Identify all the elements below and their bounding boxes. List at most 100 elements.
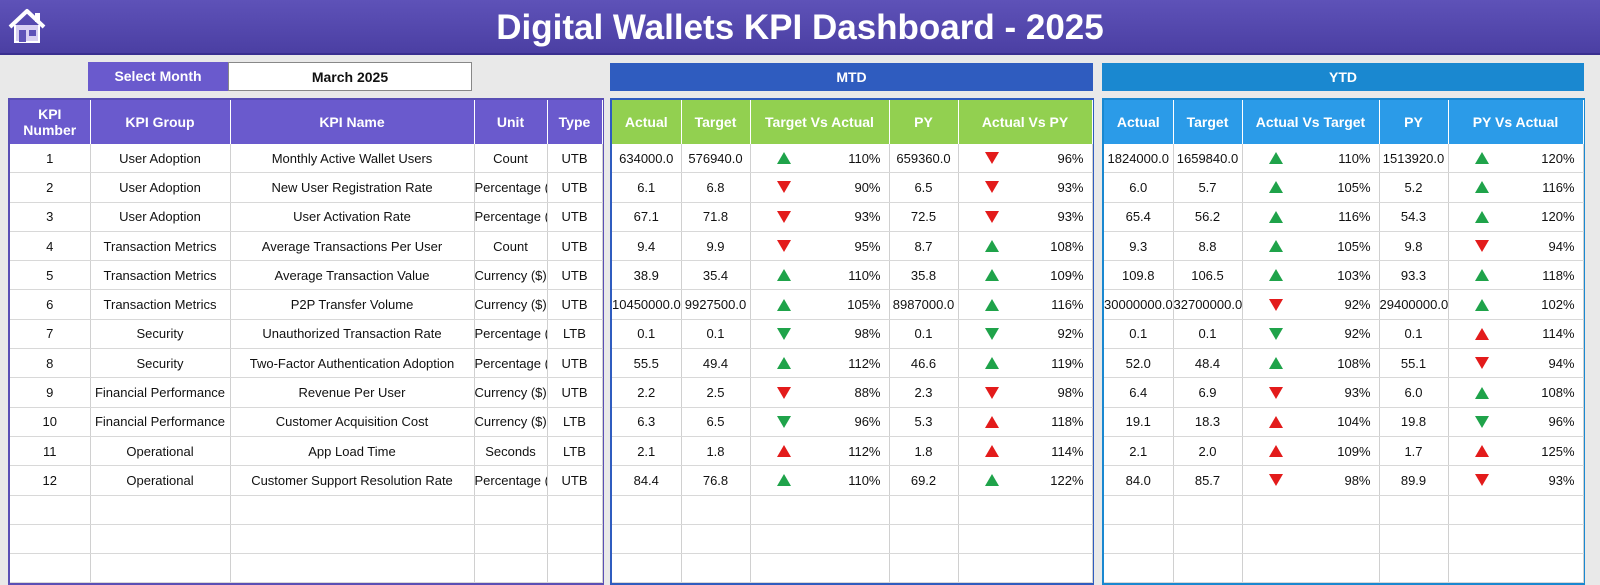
cell: 46.6 — [889, 348, 959, 379]
empty-cell — [750, 495, 890, 525]
trend-arrow — [1474, 269, 1489, 282]
cell: 6 — [10, 289, 91, 320]
ratio-value: 93% — [1057, 179, 1084, 195]
arrow-shape — [984, 269, 999, 282]
home-icon[interactable] — [6, 6, 48, 46]
cell: 8.7 — [889, 231, 959, 262]
indicator: 114% — [959, 444, 1092, 459]
trend-arrow — [776, 269, 791, 282]
month-dropdown[interactable]: March 2025 — [228, 62, 472, 91]
cell: 85.7 — [1173, 465, 1243, 496]
indicator: 93% — [959, 209, 1092, 224]
arrow-shape — [1268, 181, 1283, 194]
indicator: 105% — [751, 297, 889, 312]
empty-cell — [230, 524, 475, 555]
empty-cell — [612, 495, 682, 525]
cell: 9.4 — [612, 231, 682, 262]
indicator-cell: 95% — [750, 231, 890, 262]
cell: LTB — [547, 407, 603, 437]
data-row: 3 User Adoption User Activation Rate Percen… — [10, 202, 603, 232]
indicator: 104% — [1243, 414, 1379, 429]
trend-arrow — [984, 386, 999, 399]
empty-cell — [1104, 524, 1174, 555]
column-header: Target — [1173, 100, 1243, 144]
data-row: 0.1 0.1 92% 0.1 114% — [1104, 319, 1584, 350]
indicator: 118% — [959, 414, 1092, 429]
arrow-shape — [776, 269, 791, 282]
cell: UTB — [547, 260, 603, 291]
trend-arrow — [984, 327, 999, 340]
cell: 6.1 — [612, 172, 682, 203]
indicator-cell: 110% — [1242, 144, 1380, 174]
arrow-shape — [776, 240, 791, 253]
cell: Two-Factor Authentication Adoption — [230, 348, 475, 379]
cell: 72.5 — [889, 202, 959, 232]
ratio-value: 112% — [848, 355, 881, 371]
cell: 6.9 — [1173, 377, 1243, 408]
indicator: 93% — [1243, 385, 1379, 400]
indicator: 110% — [751, 151, 889, 166]
empty-cell — [1104, 553, 1174, 584]
column-header: Unit — [474, 100, 548, 144]
ytd-banner: YTD — [1102, 63, 1584, 91]
cell: Financial Performance — [90, 377, 231, 408]
indicator-cell: 93% — [1448, 465, 1584, 496]
column-header: KPI Number — [10, 100, 91, 144]
cell: 55.5 — [612, 348, 682, 379]
cell: 49.4 — [681, 348, 751, 379]
ratio-value: 92% — [1057, 326, 1084, 342]
cell: 9 — [10, 377, 91, 408]
ratio-value: 93% — [1057, 209, 1084, 225]
ratio-value: 98% — [1344, 472, 1371, 488]
cell: UTB — [547, 348, 603, 379]
indicator: 122% — [959, 473, 1092, 488]
indicator: 119% — [959, 356, 1092, 371]
cell: 84.4 — [612, 465, 682, 496]
arrow-shape — [776, 357, 791, 370]
cell: 0.1 — [1379, 319, 1449, 350]
cell: 93.3 — [1379, 260, 1449, 291]
indicator: 109% — [1243, 444, 1379, 459]
indicator: 94% — [1449, 356, 1583, 371]
data-row: 8 Security Two-Factor Authentication Adopt… — [10, 348, 603, 379]
cell: Percentage (%) — [474, 202, 548, 232]
cell: 35.4 — [681, 260, 751, 291]
indicator-cell: 92% — [958, 319, 1093, 350]
cell: Currency ($) — [474, 377, 548, 408]
cell: 69.2 — [889, 465, 959, 496]
arrow-shape — [984, 415, 999, 428]
arrow-shape — [1474, 386, 1489, 399]
indicator: 93% — [751, 209, 889, 224]
indicator-cell: 108% — [1448, 377, 1584, 408]
cell: User Activation Rate — [230, 202, 475, 232]
ratio-value: 92% — [1344, 297, 1371, 313]
data-row: 67.1 71.8 93% 72.5 93% — [612, 202, 1093, 232]
arrow-shape — [1474, 269, 1489, 282]
ratio-value: 109% — [1337, 443, 1371, 459]
cell: Operational — [90, 465, 231, 496]
empty-cell — [230, 495, 475, 525]
indicator-cell: 92% — [1242, 319, 1380, 350]
ratio-value: 94% — [1548, 355, 1575, 371]
trend-arrow — [776, 298, 791, 311]
cell: Monthly Active Wallet Users — [230, 144, 475, 174]
empty-row — [10, 495, 603, 525]
cell: UTB — [547, 289, 603, 320]
arrow-shape — [776, 445, 791, 458]
indicator-cell: 96% — [750, 407, 890, 437]
data-row: 65.4 56.2 116% 54.3 120% — [1104, 202, 1584, 232]
empty-cell — [474, 524, 548, 555]
cell: Seconds — [474, 436, 548, 467]
empty-row — [612, 524, 1093, 555]
indicator: 105% — [1243, 180, 1379, 195]
empty-cell — [1379, 524, 1449, 555]
indicator-cell: 110% — [750, 260, 890, 291]
column-header: Actual — [612, 100, 682, 144]
empty-cell — [10, 553, 91, 584]
data-row: 9 Financial Performance Revenue Per User Cu… — [10, 377, 603, 408]
indicator: 98% — [959, 385, 1092, 400]
empty-cell — [1242, 553, 1380, 584]
ytd-table: Actual Target Actual Vs Target PY PY Vs Actu… — [1102, 98, 1585, 585]
empty-cell — [1379, 495, 1449, 525]
trend-arrow — [776, 152, 791, 165]
